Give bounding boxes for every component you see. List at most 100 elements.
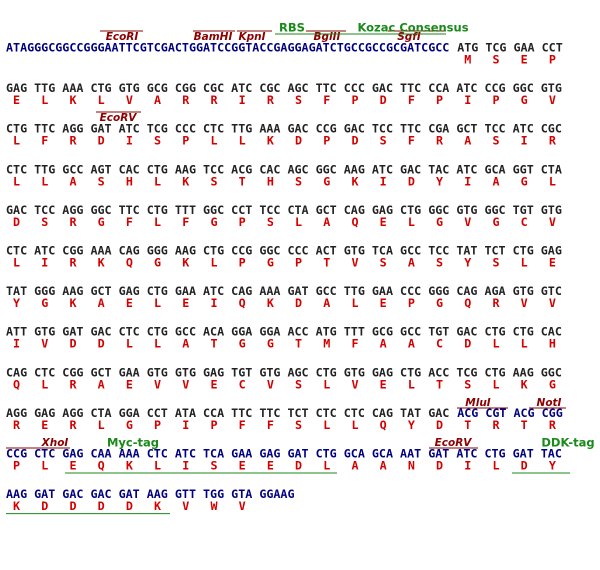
amino-acid: G — [549, 377, 556, 391]
amino-acid: A — [98, 296, 105, 310]
amino-acid: T — [521, 418, 528, 432]
amino-acid: D — [98, 337, 105, 351]
amino-acid: G — [521, 174, 528, 188]
amino-acid: K — [267, 296, 274, 310]
amino-acid: G — [267, 337, 274, 351]
amino-acid: L — [13, 256, 20, 270]
amino-acid: E — [267, 459, 274, 473]
amino-acid: S — [492, 53, 499, 67]
amino-acid: F — [408, 93, 415, 107]
amino-acid: E — [69, 459, 76, 473]
dna-sequence: ATG TCG GAA CCT — [457, 41, 563, 55]
dna-sequence: CTC TTG GCC AGT CAC CTG AAG TCC ACG CAC … — [6, 162, 562, 176]
amino-acid: L — [323, 377, 330, 391]
amino-acid: S — [295, 418, 302, 432]
amino-acid: G — [41, 296, 48, 310]
feature-tag: Myc-tag — [107, 436, 159, 450]
amino-acid: E — [126, 377, 133, 391]
amino-acid: I — [464, 459, 471, 473]
amino-acid: R — [492, 296, 500, 310]
amino-acid: A — [380, 337, 387, 351]
amino-acid: L — [154, 215, 161, 229]
dna-sequence: GAG TTG AAA CTG GTG GCG CGG CGC ATC CGC … — [6, 81, 562, 95]
dna-sequence: CAG CTC CGG GCT GAA GTG GTG GAG TGT GTG … — [6, 365, 562, 379]
amino-acid: P — [154, 418, 161, 432]
restriction-site: KpnI — [238, 31, 265, 43]
restriction-site: EcoRV — [100, 112, 138, 124]
amino-acid: L — [408, 215, 415, 229]
amino-acid: S — [267, 215, 274, 229]
amino-acid: E — [380, 296, 387, 310]
amino-acid: I — [239, 93, 246, 107]
amino-acid: G — [267, 256, 274, 270]
amino-acid: G — [323, 174, 330, 188]
amino-acid: K — [98, 256, 105, 270]
amino-acid: P — [210, 418, 217, 432]
amino-acid: G — [98, 215, 105, 229]
amino-acid: V — [549, 215, 556, 229]
amino-acid: L — [351, 418, 358, 432]
amino-acid: D — [436, 459, 443, 473]
amino-acid: A — [323, 215, 330, 229]
amino-acid: Q — [126, 256, 133, 270]
amino-acid: K — [126, 459, 133, 473]
amino-acid: L — [492, 377, 499, 391]
amino-acid: D — [464, 337, 471, 351]
amino-acid: Y — [464, 256, 471, 270]
amino-acid: D — [408, 174, 415, 188]
amino-acid: F — [182, 215, 189, 229]
amino-acid: K — [154, 499, 161, 513]
amino-acid: L — [323, 459, 330, 473]
amino-acid: R — [549, 418, 557, 432]
amino-acid: I — [182, 459, 189, 473]
amino-acid: L — [295, 215, 302, 229]
amino-acid: P — [492, 93, 499, 107]
amino-acid: L — [492, 337, 499, 351]
amino-acid: T — [464, 418, 471, 432]
amino-acid: G — [521, 93, 528, 107]
amino-acid: I — [13, 337, 20, 351]
amino-acid: R — [69, 215, 77, 229]
amino-acid: D — [69, 499, 76, 513]
amino-acid: S — [492, 256, 499, 270]
amino-acid: G — [436, 296, 443, 310]
amino-acid: S — [295, 377, 302, 391]
amino-acid: P — [323, 134, 330, 148]
amino-acid: V — [549, 296, 556, 310]
amino-acid: L — [13, 134, 20, 148]
amino-acid: I — [521, 134, 528, 148]
amino-acid: L — [13, 174, 20, 188]
amino-acid: D — [41, 499, 48, 513]
amino-acid: L — [549, 174, 556, 188]
amino-acid: D — [521, 459, 528, 473]
amino-acid: E — [380, 215, 387, 229]
amino-acid: F — [239, 418, 246, 432]
restriction-site: NotI — [537, 397, 562, 409]
amino-acid: Q — [380, 418, 387, 432]
amino-acid: V — [351, 256, 358, 270]
amino-acid: L — [239, 134, 246, 148]
amino-acid: T — [210, 337, 217, 351]
amino-acid: E — [126, 296, 133, 310]
amino-acid: G — [239, 337, 246, 351]
restriction-site: BamHI — [194, 31, 233, 43]
amino-acid: K — [182, 256, 189, 270]
amino-acid: T — [323, 256, 330, 270]
amino-acid: K — [13, 499, 20, 513]
amino-acid: R — [182, 93, 190, 107]
amino-acid: R — [69, 377, 77, 391]
amino-acid: D — [295, 134, 302, 148]
amino-acid: R — [436, 134, 444, 148]
amino-acid: E — [521, 53, 528, 67]
amino-acid: V — [154, 377, 161, 391]
restriction-site: MluI — [465, 397, 491, 409]
amino-acid: D — [436, 418, 443, 432]
amino-acid: L — [521, 256, 528, 270]
amino-acid: V — [182, 377, 189, 391]
amino-acid: M — [464, 53, 471, 67]
amino-acid: I — [464, 174, 471, 188]
amino-acid: Y — [436, 174, 443, 188]
amino-acid: E — [549, 256, 556, 270]
amino-acid: K — [521, 377, 528, 391]
